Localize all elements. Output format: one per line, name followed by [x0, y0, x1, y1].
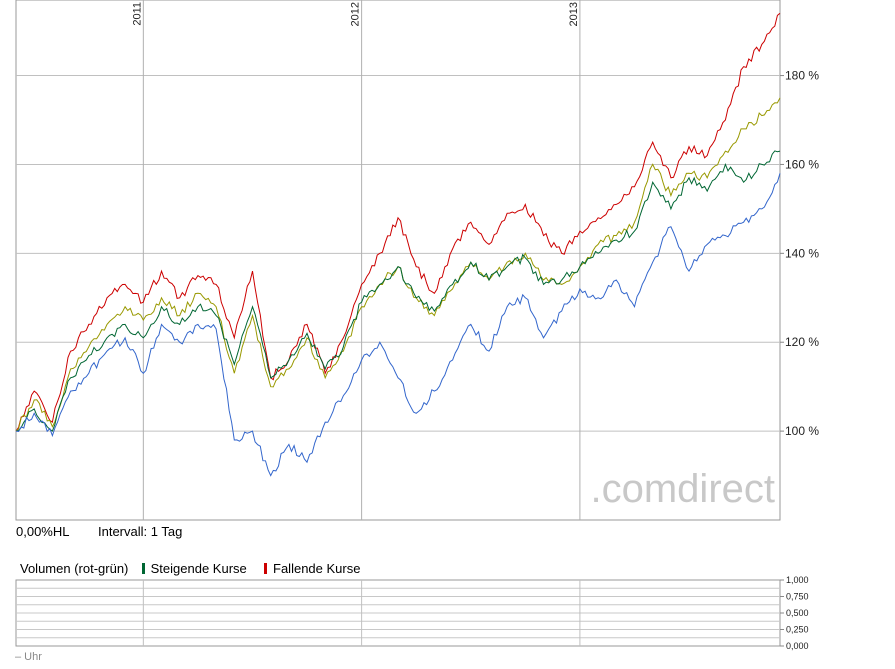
x-tick-label: 2013: [568, 2, 580, 26]
plot-frame: [15, 0, 781, 521]
volume-legend-title: Volumen (rot-grün): [20, 561, 129, 576]
falling-legend-swatch: [264, 563, 268, 574]
interval-label: Intervall: 1 Tag: [98, 524, 183, 539]
y-tick-label: 100 %: [785, 424, 819, 438]
volume-legend: Volumen (rot-grün) Steigende Kurse Falle…: [20, 561, 360, 576]
volume-tick-label: 0,750: [786, 592, 809, 602]
volume-tick-label: 0,500: [786, 608, 809, 618]
volume-tick-label: 0,250: [786, 625, 809, 635]
volume-tick-label: 1,000: [786, 575, 809, 585]
series-line: [15, 97, 781, 432]
volume-tick-label: 0,000: [786, 641, 809, 651]
series-lines: [15, 12, 781, 477]
comdirect-watermark-logo: .comdirect: [591, 467, 776, 511]
volume-panel: 1,000 0,750 0,500 0,250 0,000: [15, 575, 809, 651]
falling-legend-label: Fallende Kurse: [273, 561, 361, 576]
y-tick-label: 180 %: [785, 69, 819, 83]
y-tick-label: 160 %: [785, 157, 819, 171]
rising-legend-swatch: [142, 563, 146, 574]
scale-mode-label: 0,00%HL: [16, 524, 70, 539]
y-tick-label: 140 %: [785, 246, 819, 260]
x-tick-label: 2011: [131, 2, 143, 26]
rising-legend-label: Steigende Kurse: [150, 561, 247, 576]
series-line: [15, 173, 781, 477]
y-tick-label: 120 %: [785, 335, 819, 349]
y-axis-tick-labels: 100 % 120 % 140 % 160 % 180 %: [785, 69, 819, 439]
series-line: [15, 12, 781, 432]
x-tick-label: 2012: [350, 2, 362, 26]
series-line: [15, 150, 781, 432]
chart-grid: [15, 0, 784, 521]
x-axis-year-labels: 2011 2012 2013: [131, 2, 580, 26]
volume-x-label: – Uhr: [15, 651, 42, 663]
